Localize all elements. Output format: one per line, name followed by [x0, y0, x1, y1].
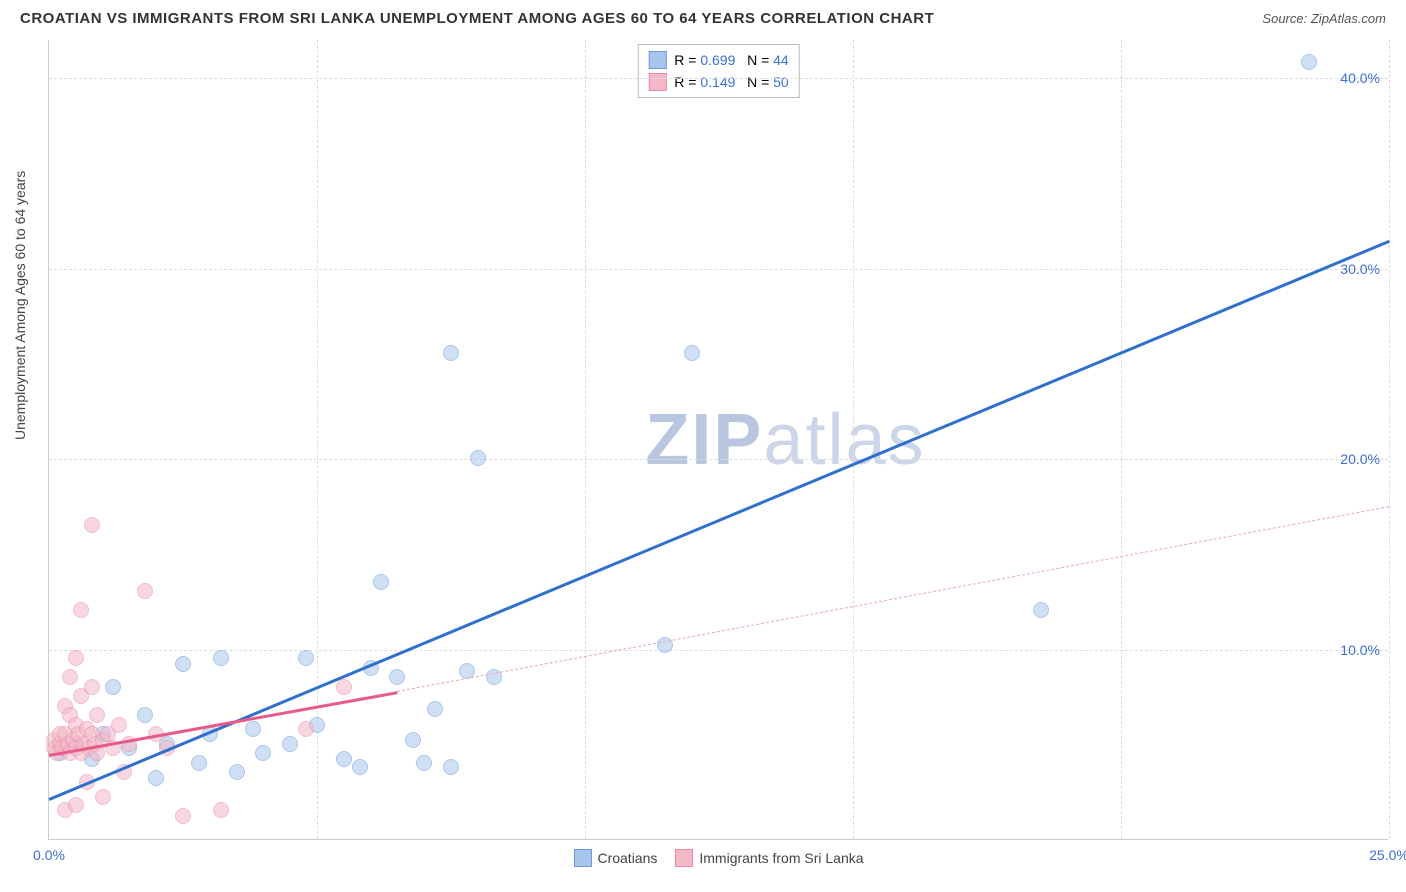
data-point [298, 650, 314, 666]
legend-swatch [648, 51, 666, 69]
series-legend: Croatians Immigrants from Sri Lanka [573, 849, 863, 867]
data-point [73, 602, 89, 618]
gridline [1121, 40, 1122, 839]
stat-label: R = 0.149 N = 50 [674, 74, 788, 90]
data-point [443, 345, 459, 361]
gridline [49, 459, 1388, 460]
chart-title: CROATIAN VS IMMIGRANTS FROM SRI LANKA UN… [20, 10, 934, 27]
data-point [389, 669, 405, 685]
data-point [84, 517, 100, 533]
trend-line [397, 507, 1389, 693]
data-point [213, 650, 229, 666]
data-point [62, 669, 78, 685]
data-point [336, 751, 352, 767]
data-point [111, 717, 127, 733]
stats-row: R = 0.699 N = 44 [648, 49, 788, 71]
data-point [148, 770, 164, 786]
data-point [68, 650, 84, 666]
data-point [282, 736, 298, 752]
data-point [175, 808, 191, 824]
data-point [373, 574, 389, 590]
legend-swatch [675, 849, 693, 867]
data-point [105, 679, 121, 695]
y-tick-label: 10.0% [1340, 642, 1380, 658]
data-point [89, 707, 105, 723]
data-point [405, 732, 421, 748]
gridline [49, 650, 1388, 651]
data-point [229, 764, 245, 780]
y-tick-label: 40.0% [1340, 70, 1380, 86]
y-tick-label: 20.0% [1340, 451, 1380, 467]
data-point [298, 721, 314, 737]
data-point [255, 745, 271, 761]
stat-label: R = 0.699 N = 44 [674, 52, 788, 68]
data-point [137, 707, 153, 723]
data-point [427, 701, 443, 717]
x-tick-label: 0.0% [33, 847, 65, 863]
trend-line [49, 691, 398, 757]
gridline [853, 40, 854, 839]
y-axis-label: Unemployment Among Ages 60 to 64 years [12, 171, 28, 440]
legend-item: Croatians [573, 849, 657, 867]
legend-label: Croatians [597, 850, 657, 866]
legend-swatch [648, 73, 666, 91]
data-point [1301, 54, 1317, 70]
gridline [49, 269, 1388, 270]
data-point [213, 802, 229, 818]
y-tick-label: 30.0% [1340, 261, 1380, 277]
data-point [470, 450, 486, 466]
legend-label: Immigrants from Sri Lanka [699, 850, 863, 866]
scatter-chart: ZIPatlas R = 0.699 N = 44 R = 0.149 N = 5… [48, 40, 1388, 840]
gridline [49, 78, 1388, 79]
gridline [1389, 40, 1390, 839]
data-point [684, 345, 700, 361]
data-point [443, 759, 459, 775]
data-point [336, 679, 352, 695]
legend-swatch [573, 849, 591, 867]
data-point [352, 759, 368, 775]
data-point [1033, 602, 1049, 618]
legend-item: Immigrants from Sri Lanka [675, 849, 863, 867]
stats-row: R = 0.149 N = 50 [648, 71, 788, 93]
data-point [416, 755, 432, 771]
data-point [137, 583, 153, 599]
data-point [95, 789, 111, 805]
gridline [585, 40, 586, 839]
data-point [84, 679, 100, 695]
data-point [191, 755, 207, 771]
x-tick-label: 25.0% [1369, 847, 1406, 863]
chart-header: CROATIAN VS IMMIGRANTS FROM SRI LANKA UN… [0, 0, 1406, 32]
data-point [175, 656, 191, 672]
source-label: Source: ZipAtlas.com [1262, 11, 1386, 26]
data-point [245, 721, 261, 737]
stats-legend: R = 0.699 N = 44 R = 0.149 N = 50 [637, 44, 799, 98]
data-point [68, 797, 84, 813]
watermark: ZIPatlas [645, 399, 925, 481]
